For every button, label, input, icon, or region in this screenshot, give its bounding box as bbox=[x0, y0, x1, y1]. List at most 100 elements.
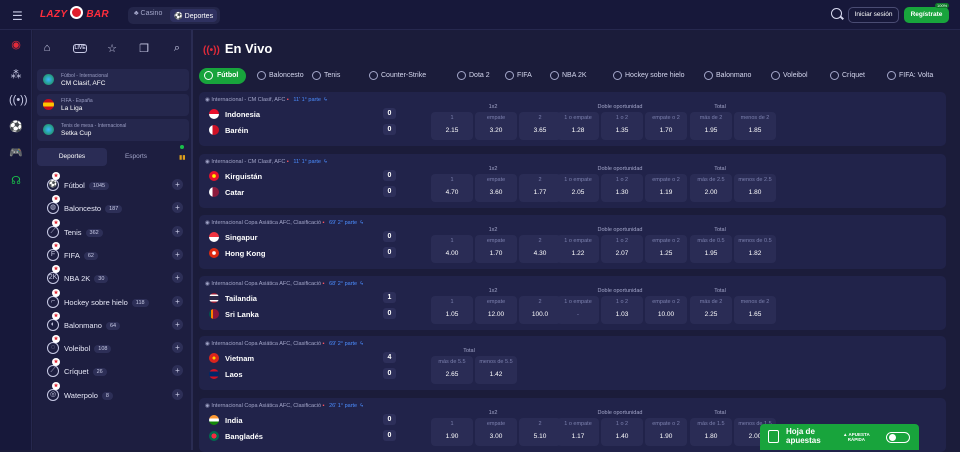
odds-button[interactable]: 1 4.70 bbox=[431, 174, 473, 202]
odds-button[interactable]: 2 4.30 bbox=[519, 235, 561, 263]
odds-button[interactable]: empate 1.70 bbox=[475, 235, 517, 263]
sport-item[interactable]: ◌ ★ Voleibol 108 + bbox=[45, 335, 189, 356]
register-button[interactable]: Regístrate bbox=[904, 7, 949, 23]
sport-item[interactable]: ⟋ ★ Críquet 26 + bbox=[45, 358, 189, 379]
expand-button[interactable]: + bbox=[172, 295, 183, 307]
category-tab[interactable]: Balonmano bbox=[704, 68, 751, 84]
login-button[interactable]: Iniciar sesión bbox=[848, 7, 899, 23]
expand-button[interactable]: + bbox=[172, 342, 183, 354]
category-tab[interactable]: Críquet bbox=[830, 68, 865, 84]
odds-button[interactable]: 1 o 2 2.07 bbox=[601, 235, 643, 263]
search-sidebar-icon[interactable]: ⌕ bbox=[173, 42, 181, 54]
odds-button[interactable]: menos de 2.5 1.80 bbox=[734, 174, 776, 202]
menu-icon[interactable]: ☰ bbox=[12, 9, 23, 23]
stats-icon[interactable]: ▮▮ bbox=[179, 155, 186, 161]
odds-button[interactable]: empate o 2 1.70 bbox=[645, 112, 687, 140]
category-tab[interactable]: Tenis bbox=[312, 68, 340, 84]
odds-button[interactable]: 1 o empate 1.22 bbox=[557, 235, 599, 263]
odds-button[interactable]: 1 o empate 1.17 bbox=[557, 418, 599, 446]
favorite-item[interactable]: Tenis de mesa - Internacional Setka Cup bbox=[37, 119, 189, 141]
odds-button[interactable]: 1 1.90 bbox=[431, 418, 473, 446]
match-card[interactable]: ◉ Internacional Copa Asiática AFC, Clasi… bbox=[199, 336, 946, 390]
lazybar-logo[interactable]: LAZY BAR bbox=[40, 6, 112, 22]
favorite-star-icon[interactable]: ★ bbox=[52, 265, 60, 274]
odds-button[interactable]: 1 o 2 1.03 bbox=[601, 296, 643, 324]
odds-button[interactable]: más de 5.5 2.65 bbox=[431, 356, 473, 384]
football-icon[interactable]: ⚽ bbox=[9, 121, 23, 133]
star-icon[interactable]: ☆ bbox=[107, 43, 117, 55]
category-tab[interactable]: Baloncesto bbox=[257, 68, 304, 84]
sidebar-scrollbar[interactable] bbox=[191, 30, 193, 450]
favorite-item[interactable]: Fútbol - Internacional CM Clasif, AFC bbox=[37, 69, 189, 91]
support-icon[interactable]: ☊ bbox=[11, 175, 21, 187]
sport-item[interactable]: ◎ ★ Waterpolo 8 + bbox=[45, 381, 189, 403]
odds-button[interactable]: más de 2 2.25 bbox=[690, 296, 732, 324]
category-tab[interactable]: FIFA bbox=[505, 68, 532, 84]
sport-item[interactable]: F ★ FIFA 62 + bbox=[45, 241, 189, 263]
expand-button[interactable]: + bbox=[172, 272, 183, 284]
esports-icon[interactable]: ⁂ bbox=[10, 69, 22, 81]
expand-button[interactable]: + bbox=[172, 225, 183, 237]
search-icon[interactable] bbox=[831, 8, 842, 19]
odds-button[interactable]: 1 1.05 bbox=[431, 296, 473, 324]
favorite-star-icon[interactable]: ★ bbox=[52, 172, 60, 180]
coupon-icon[interactable]: ❐ bbox=[139, 43, 149, 55]
odds-button[interactable]: empate 12.00 bbox=[475, 296, 517, 324]
odds-button[interactable]: 2 3.65 bbox=[519, 112, 561, 140]
odds-button[interactable]: 2 1.77 bbox=[519, 174, 561, 202]
odds-button[interactable]: 1 2.15 bbox=[431, 112, 473, 140]
casino-tab[interactable]: ♣ Casino bbox=[134, 10, 163, 17]
odds-button[interactable]: 1 o empate 1.28 bbox=[557, 112, 599, 140]
odds-button[interactable]: 1 o 2 1.30 bbox=[601, 174, 643, 202]
home-icon[interactable]: ⌂ bbox=[43, 42, 51, 54]
sport-item[interactable]: ⟋ ★ Tenis 362 + bbox=[45, 218, 189, 240]
category-tab[interactable]: FIFA: Volta bbox=[887, 68, 933, 84]
expand-button[interactable]: + bbox=[172, 179, 183, 190]
tab-deportes[interactable]: Deportes bbox=[37, 148, 107, 166]
odds-button[interactable]: más de 2.5 2.00 bbox=[690, 174, 732, 202]
sport-item[interactable]: ⌐ ★ Hockey sobre hielo 118 + bbox=[45, 288, 189, 310]
category-tab[interactable]: Fútbol bbox=[199, 68, 247, 84]
expand-button[interactable]: + bbox=[172, 248, 183, 260]
expand-button[interactable]: + bbox=[172, 388, 183, 400]
expand-button[interactable]: + bbox=[172, 365, 183, 377]
favorite-star-icon[interactable]: ★ bbox=[52, 381, 60, 390]
odds-button[interactable]: 1 o 2 1.35 bbox=[601, 112, 643, 140]
category-tab[interactable]: Counter-Strike bbox=[369, 68, 426, 84]
odds-button[interactable]: empate o 2 10.00 bbox=[645, 296, 687, 324]
favorite-star-icon[interactable]: ★ bbox=[52, 241, 60, 250]
odds-button[interactable]: 1 o empate - bbox=[557, 296, 599, 324]
category-tab[interactable]: Dota 2 bbox=[457, 68, 490, 84]
odds-button[interactable]: 2 100.0 bbox=[519, 296, 561, 324]
favorite-item[interactable]: FIFA - España La Liga bbox=[37, 94, 189, 116]
favorite-star-icon[interactable]: ★ bbox=[52, 358, 60, 367]
match-card[interactable]: ◉ Internacional - CM Clasif, AFC ▪ 11' 1… bbox=[199, 92, 946, 146]
odds-button[interactable]: más de 0.5 1.95 bbox=[690, 235, 732, 263]
odds-button[interactable]: menos de 2 1.65 bbox=[734, 296, 776, 324]
odds-button[interactable]: más de 2 1.95 bbox=[690, 112, 732, 140]
odds-button[interactable]: empate 3.20 bbox=[475, 112, 517, 140]
quick-bet-toggle[interactable] bbox=[886, 432, 910, 443]
match-card[interactable]: ◉ Internacional - CM Clasif, AFC ▪ 11' 1… bbox=[199, 154, 946, 208]
favorite-star-icon[interactable]: ★ bbox=[52, 195, 60, 204]
odds-button[interactable]: 2 5.10 bbox=[519, 418, 561, 446]
odds-button[interactable]: menos de 5.5 1.42 bbox=[475, 356, 517, 384]
favorite-star-icon[interactable]: ★ bbox=[52, 288, 60, 297]
match-card[interactable]: ◉ Internacional Copa Asiática AFC, Clasi… bbox=[199, 215, 946, 269]
expand-button[interactable]: + bbox=[172, 202, 183, 214]
odds-button[interactable]: empate o 2 1.19 bbox=[645, 174, 687, 202]
favorite-star-icon[interactable]: ★ bbox=[52, 335, 60, 344]
betslip-bar[interactable]: Hoja de apuestas ▲ APUESTA RÁPIDA bbox=[760, 424, 919, 450]
live-tv-icon[interactable]: LIVE bbox=[73, 44, 87, 53]
odds-button[interactable]: 1 o empate 2.05 bbox=[557, 174, 599, 202]
category-tab[interactable]: Voleibol bbox=[771, 68, 808, 84]
odds-button[interactable]: empate o 2 1.90 bbox=[645, 418, 687, 446]
odds-button[interactable]: más de 1.5 1.80 bbox=[690, 418, 732, 446]
odds-button[interactable]: empate 3.00 bbox=[475, 418, 517, 446]
sports-tab[interactable]: ⚽ Deportes bbox=[170, 9, 218, 22]
tab-esports[interactable]: Esports bbox=[124, 153, 148, 160]
odds-button[interactable]: menos de 2 1.85 bbox=[734, 112, 776, 140]
sport-item[interactable]: 2K ★ NBA 2K 30 + bbox=[45, 265, 189, 286]
match-card[interactable]: ◉ Internacional Copa Asiática AFC, Clasi… bbox=[199, 276, 946, 330]
odds-button[interactable]: empate 3.60 bbox=[475, 174, 517, 202]
